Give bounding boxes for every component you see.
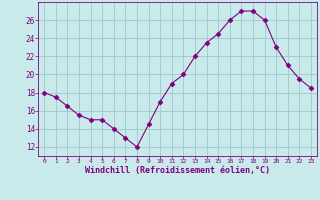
- X-axis label: Windchill (Refroidissement éolien,°C): Windchill (Refroidissement éolien,°C): [85, 166, 270, 175]
